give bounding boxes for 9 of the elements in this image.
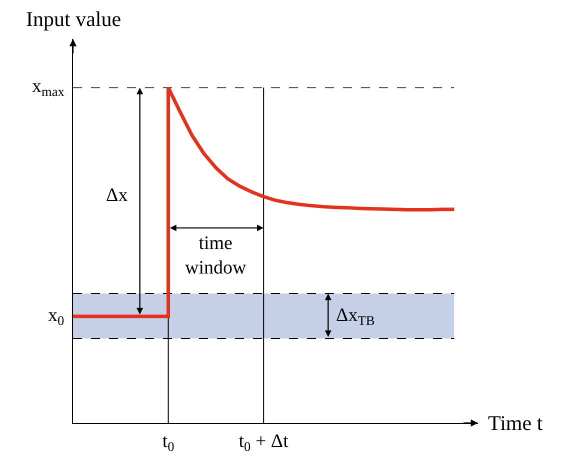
annotation: Δx$_{TB}$: [336, 305, 375, 328]
annotation: Δx: [106, 185, 128, 206]
x-tick-label: t$_{0}$: [162, 431, 175, 454]
y-axis-title: Input value: [26, 7, 122, 31]
x-tick-label: t$_{0}$ + Δt: [238, 431, 290, 454]
ref-line-label: x$_{max}$: [32, 76, 65, 99]
annotation: time window: [185, 233, 246, 279]
x-axis-title: Time t: [488, 411, 543, 435]
band-label: x$_{0}$: [48, 305, 64, 328]
